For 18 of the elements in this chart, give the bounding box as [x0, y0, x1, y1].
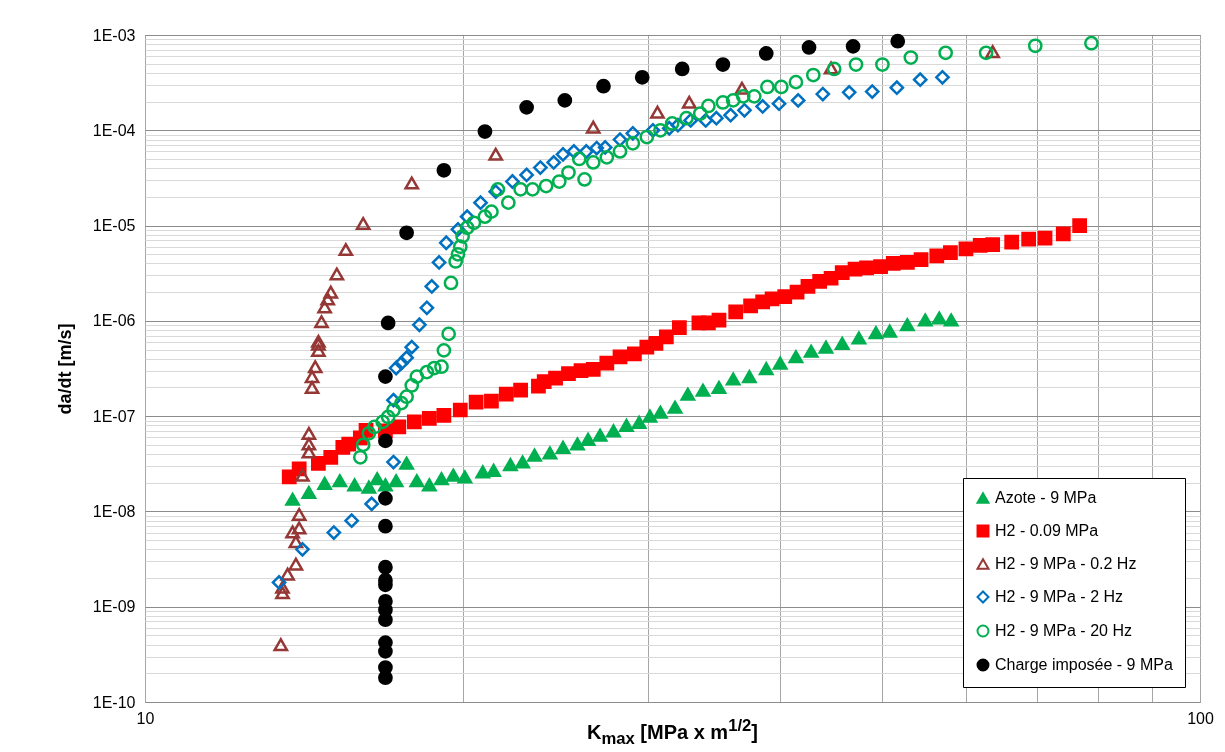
legend-label: H2 - 9 MPa - 2 Hz — [995, 588, 1124, 605]
x-tick-label: 100 — [1187, 709, 1214, 727]
y-tick-label: 1E-09 — [92, 598, 136, 616]
legend-label: H2 - 9 MPa - 0.2 Hz — [995, 555, 1137, 572]
y-tick-label: 1E-04 — [92, 121, 136, 139]
y-tick-label: 1E-03 — [92, 26, 136, 44]
y-tick-label: 1E-05 — [92, 217, 136, 235]
legend-label: Azote - 9 MPa — [995, 489, 1097, 506]
legend-label: Charge imposée - 9 MPa — [995, 656, 1173, 673]
x-tick-label: 10 — [136, 709, 155, 727]
x-axis-title: K$_{max}$ [MPa x m$^{1/2}$] — [587, 716, 758, 748]
y-tick-label: 1E-07 — [92, 407, 136, 425]
legend-label: H2 - 9 MPa - 20 Hz — [995, 622, 1132, 639]
y-tick-label: 1E-10 — [92, 693, 136, 711]
y-tick-label: 1E-08 — [92, 502, 136, 520]
y-axis-title: da/dt [m/s] — [54, 323, 75, 415]
y-tick-label: 1E-06 — [92, 312, 136, 330]
legend-label: H2 - 0.09 MPa — [995, 522, 1099, 539]
